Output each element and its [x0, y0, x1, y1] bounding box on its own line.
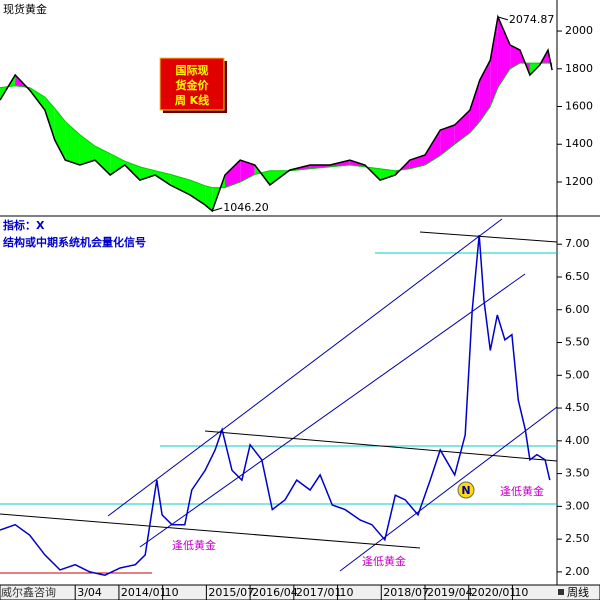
annotation: 逢低黄金: [172, 538, 216, 552]
x-tick-label: 2019/04: [427, 586, 473, 599]
x-tick-label: 2017/01: [296, 586, 342, 599]
ma-band: [424, 130, 441, 165]
badge-line: 国际现: [176, 63, 209, 77]
value-label: 2074.87: [509, 13, 555, 26]
ma-band: [469, 80, 480, 133]
ma-band: [95, 146, 111, 175]
trend-line: [0, 513, 421, 549]
label-leader: [497, 16, 509, 21]
y-tick-label: 1400: [565, 137, 593, 150]
ma-band: [510, 45, 521, 69]
x-tick-label: 2016/04: [252, 586, 298, 599]
chart-title: 现货黄金: [3, 2, 47, 16]
x-tick-label: 10: [165, 586, 179, 599]
y-tick-label: 1800: [565, 62, 593, 75]
ma-band: [380, 168, 396, 181]
x-tick-label: 10: [514, 586, 528, 599]
y-tick-label: 1200: [565, 175, 593, 188]
lock-icon: [558, 589, 564, 595]
y-tick-label: 3.00: [565, 499, 590, 512]
channel-line: [339, 406, 558, 572]
x-axis-bar: [0, 584, 600, 600]
ma-band: [54, 108, 66, 161]
y-tick-label: 2.00: [565, 565, 590, 578]
indicator-subtitle: 结构或中期系统机会量化信号: [2, 235, 146, 249]
channel-line: [139, 273, 526, 548]
value-label: 1046.20: [223, 201, 268, 214]
signal-label: N: [461, 484, 470, 497]
source: 威尔鑫咨询: [1, 585, 56, 599]
y-tick-label: 7.00: [565, 237, 590, 250]
y-tick-label: 1600: [565, 100, 593, 113]
y-tick-label: 2.50: [565, 532, 590, 545]
y-tick-label: 5.50: [565, 336, 590, 349]
x-tick-label: 2020/01: [471, 586, 517, 599]
ma-band: [490, 16, 498, 107]
ma-band: [440, 125, 455, 156]
x-tick-label: 2018/07: [383, 586, 429, 599]
y-tick-label: 5.00: [565, 368, 590, 381]
indicator-title: 指标：X: [3, 218, 45, 232]
x-tick-label: 2014/01: [121, 586, 167, 599]
series-line: [0, 234, 551, 576]
ma-band: [205, 185, 213, 211]
ma-band: [225, 160, 241, 188]
x-tick-label: 2015/07: [208, 586, 254, 599]
annotation: 逢低黄金: [362, 554, 406, 568]
ma-band: [110, 153, 125, 175]
ma-band: [409, 155, 425, 169]
trend-line: [204, 430, 558, 462]
ma-band: [190, 180, 206, 205]
badge-line: 周 K线: [175, 93, 209, 107]
ma-band: [44, 97, 55, 141]
x-tick-label: 10: [340, 586, 354, 599]
badge-box: [159, 57, 225, 111]
label-leader: [212, 207, 223, 212]
channel-line: [107, 218, 503, 517]
annotation: 逢低黄金: [500, 484, 544, 498]
y-tick-label: 6.50: [565, 270, 590, 283]
badge: 国际现 货金价 周 K线: [159, 57, 227, 113]
ma-band: [79, 134, 96, 165]
signal-marker: [457, 481, 475, 499]
y-tick-label: 4.50: [565, 401, 590, 414]
period: 周线: [567, 585, 589, 599]
ma-band: [65, 121, 80, 165]
y-tick-label: 4.00: [565, 434, 590, 447]
y-tick-label: 3.50: [565, 467, 590, 480]
ma-band: [497, 16, 511, 88]
ma-band: [155, 170, 171, 185]
series-line: [0, 14, 553, 213]
y-tick-label: 2000: [565, 24, 593, 37]
ma-band: [240, 160, 255, 182]
ma-band: [170, 174, 191, 195]
y-tick-label: 6.00: [565, 303, 590, 316]
x-tick-label: 3/04: [77, 586, 102, 599]
trend-line: [419, 231, 558, 243]
badge-line: 货金价: [175, 78, 210, 92]
